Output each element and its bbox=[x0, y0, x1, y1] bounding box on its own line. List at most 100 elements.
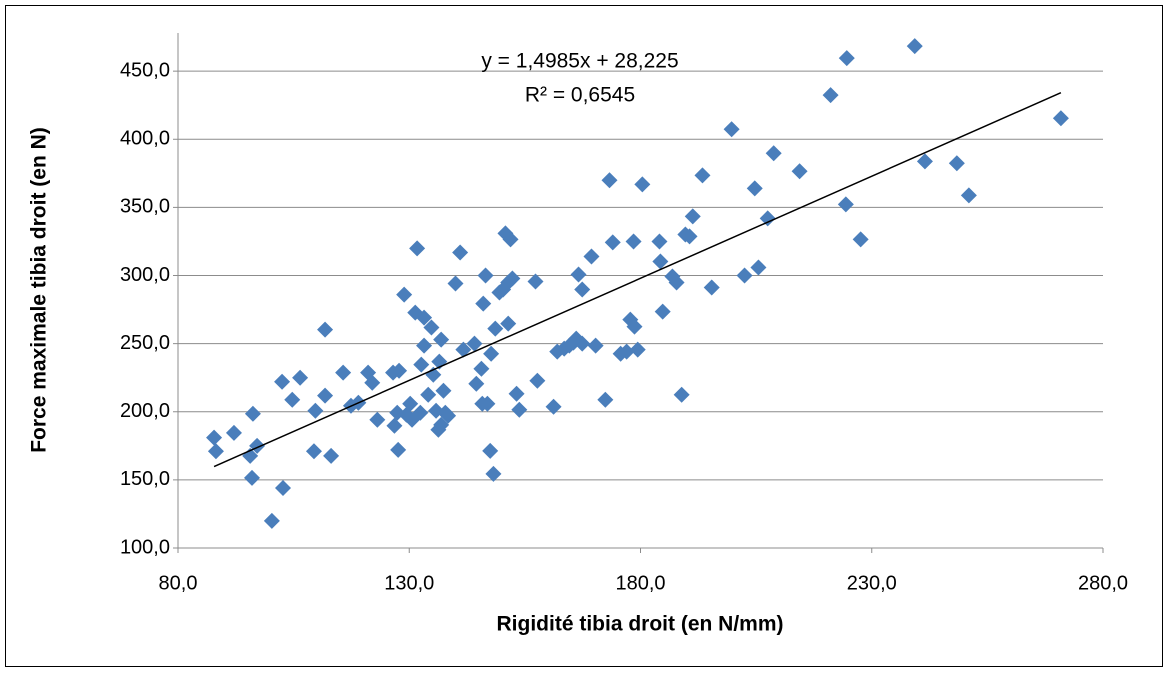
x-tick-label: 230,0 bbox=[847, 572, 897, 594]
grid: 100,0 150,0 200,0 250,0 300,0 350,0 400,0 450,0… bbox=[120, 33, 1128, 594]
point bbox=[452, 244, 469, 261]
point bbox=[837, 196, 854, 213]
point bbox=[425, 366, 442, 383]
point bbox=[651, 233, 668, 250]
y-tick-label: 250,0 bbox=[120, 332, 170, 354]
point bbox=[906, 38, 923, 55]
point bbox=[759, 210, 776, 227]
y-axis-title: Force maximale tibia droit (en N) bbox=[28, 127, 51, 453]
point bbox=[529, 372, 546, 389]
point bbox=[852, 231, 869, 248]
x-tick-label: 130,0 bbox=[384, 572, 434, 594]
point bbox=[618, 343, 635, 360]
point bbox=[625, 233, 642, 250]
point bbox=[475, 295, 492, 312]
y-tick-label: 350,0 bbox=[120, 196, 170, 218]
point bbox=[487, 320, 504, 337]
point bbox=[916, 153, 933, 170]
point bbox=[736, 267, 753, 284]
point bbox=[479, 395, 496, 412]
point bbox=[960, 187, 977, 204]
point bbox=[473, 360, 490, 377]
point bbox=[684, 208, 701, 225]
point bbox=[838, 50, 855, 67]
point bbox=[317, 321, 334, 338]
point bbox=[746, 180, 763, 197]
point bbox=[423, 319, 440, 336]
point bbox=[545, 398, 562, 415]
point bbox=[307, 402, 324, 419]
y-tick-label: 100,0 bbox=[120, 536, 170, 558]
point bbox=[468, 375, 485, 392]
x-axis-title: Rigidité tibia droit (en N/mm) bbox=[497, 613, 784, 636]
x-tick-label: 80,0 bbox=[159, 572, 198, 594]
point bbox=[207, 443, 224, 460]
point bbox=[587, 337, 604, 354]
point bbox=[504, 270, 521, 287]
point bbox=[654, 303, 671, 320]
point bbox=[626, 318, 643, 335]
point bbox=[694, 167, 711, 184]
point bbox=[435, 382, 452, 399]
point bbox=[822, 87, 839, 104]
point bbox=[409, 240, 426, 257]
trend-equation: y = 1,4985x + 28,225 bbox=[481, 50, 678, 73]
point bbox=[948, 155, 965, 172]
point bbox=[390, 441, 407, 458]
point bbox=[791, 163, 808, 180]
point bbox=[1052, 110, 1069, 127]
point bbox=[263, 512, 280, 529]
point bbox=[455, 341, 472, 358]
point bbox=[527, 273, 544, 290]
point bbox=[482, 442, 499, 459]
point bbox=[206, 429, 223, 446]
point bbox=[673, 386, 690, 403]
point bbox=[284, 391, 301, 408]
point bbox=[703, 279, 720, 296]
point bbox=[765, 145, 782, 162]
point bbox=[292, 369, 309, 386]
marks bbox=[206, 38, 1069, 529]
point bbox=[604, 234, 621, 251]
point bbox=[274, 373, 291, 390]
point bbox=[466, 335, 483, 352]
point bbox=[511, 401, 528, 418]
point bbox=[652, 253, 669, 270]
point bbox=[305, 443, 322, 460]
point bbox=[364, 374, 381, 391]
point bbox=[477, 267, 494, 284]
point bbox=[416, 309, 433, 326]
point bbox=[323, 447, 340, 464]
point bbox=[750, 259, 767, 276]
trend-r2: R² = 0,6545 bbox=[525, 84, 635, 107]
point bbox=[500, 315, 517, 332]
point bbox=[634, 176, 651, 193]
point bbox=[433, 331, 450, 348]
point bbox=[502, 231, 519, 248]
point bbox=[433, 416, 450, 433]
point bbox=[412, 404, 429, 421]
point bbox=[485, 465, 502, 482]
point bbox=[681, 228, 698, 245]
point bbox=[396, 286, 413, 303]
point bbox=[335, 364, 352, 381]
chart-border bbox=[5, 5, 1163, 667]
point bbox=[629, 341, 646, 358]
point bbox=[570, 266, 587, 283]
point bbox=[420, 386, 437, 403]
point bbox=[317, 387, 334, 404]
point bbox=[483, 345, 500, 362]
point bbox=[416, 337, 433, 354]
point bbox=[597, 391, 614, 408]
x-tick-label: 280,0 bbox=[1078, 572, 1128, 594]
point bbox=[274, 480, 291, 497]
point bbox=[723, 121, 740, 138]
y-tick-label: 150,0 bbox=[120, 468, 170, 490]
point bbox=[413, 356, 430, 373]
point bbox=[447, 275, 464, 292]
point bbox=[574, 335, 591, 352]
point bbox=[369, 411, 386, 428]
point bbox=[244, 469, 260, 486]
